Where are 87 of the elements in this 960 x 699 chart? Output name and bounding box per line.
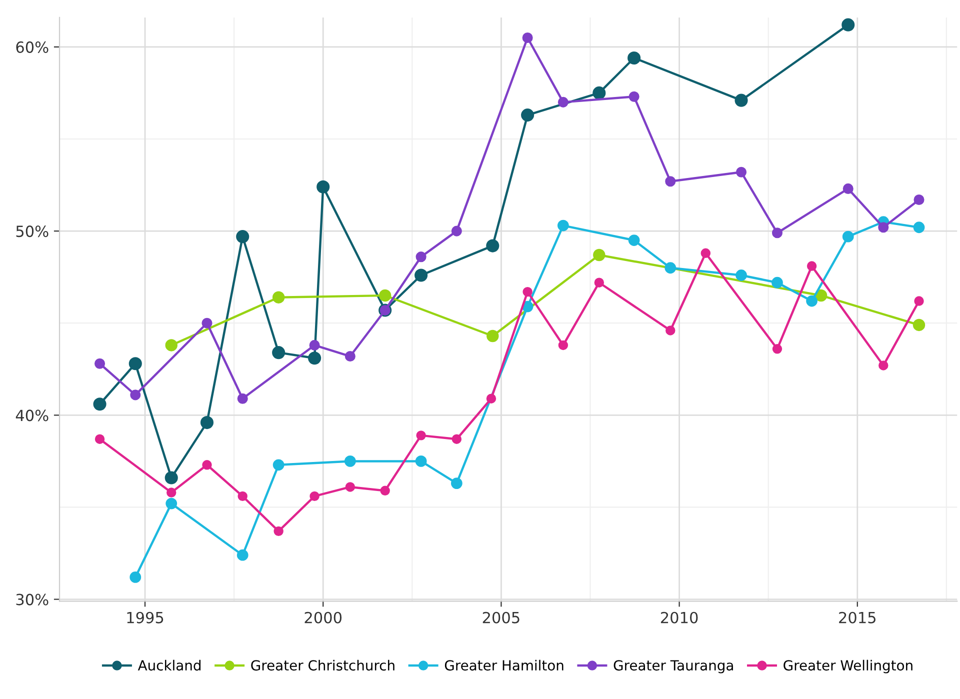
y-tick-label: 40%	[16, 410, 48, 422]
point	[130, 390, 141, 400]
point	[878, 222, 889, 233]
point	[593, 248, 606, 262]
point	[486, 394, 496, 404]
point	[842, 230, 854, 242]
point	[93, 398, 106, 411]
point	[451, 226, 462, 236]
point	[734, 94, 748, 107]
point	[272, 459, 284, 471]
point	[308, 352, 322, 365]
point	[416, 252, 426, 262]
point	[272, 346, 286, 360]
point	[128, 357, 142, 370]
point	[486, 330, 499, 342]
point	[558, 96, 568, 108]
point	[200, 416, 214, 430]
point	[842, 18, 855, 32]
point	[666, 326, 676, 336]
x-tick-label: 1995	[127, 612, 164, 624]
point	[450, 478, 462, 489]
legend-label: Greater Hamilton	[444, 660, 564, 671]
point	[380, 486, 390, 496]
point	[165, 339, 178, 352]
point	[414, 268, 428, 282]
point	[914, 194, 924, 206]
point	[842, 183, 854, 194]
point	[522, 286, 532, 297]
point	[94, 358, 106, 369]
point	[166, 498, 178, 510]
x-tick-label: 2005	[482, 612, 520, 624]
point	[378, 289, 392, 302]
point	[486, 239, 500, 252]
point	[772, 344, 782, 354]
point	[344, 350, 356, 362]
y-tick-label: 30%	[16, 594, 48, 606]
point	[166, 488, 176, 498]
point	[452, 434, 462, 444]
point	[345, 482, 356, 492]
point	[736, 270, 747, 281]
point	[202, 318, 212, 328]
point	[94, 434, 105, 444]
x-tick-label: 2015	[839, 612, 876, 624]
point	[202, 460, 212, 470]
point	[772, 276, 783, 288]
point	[592, 86, 606, 100]
point	[557, 220, 569, 232]
point	[236, 230, 250, 244]
x-tick-label: 2000	[304, 612, 342, 624]
point	[664, 262, 676, 274]
point	[236, 549, 248, 561]
point	[913, 222, 925, 234]
point	[806, 261, 817, 271]
legend-label: Auckland	[138, 660, 201, 671]
legend-label: Greater Tauranga	[614, 660, 733, 674]
point	[772, 228, 783, 238]
y-tick-label: 50%	[16, 226, 48, 238]
point	[665, 176, 676, 187]
point	[272, 291, 285, 304]
point	[316, 180, 330, 194]
point	[344, 456, 356, 467]
point	[914, 296, 924, 306]
point	[522, 32, 533, 44]
point	[806, 295, 818, 307]
x-tick-label: 2010	[660, 612, 698, 624]
point	[878, 360, 888, 370]
point	[309, 340, 320, 350]
point	[912, 318, 926, 332]
point	[237, 393, 248, 404]
legend-label: Greater Wellington	[784, 660, 912, 674]
point	[628, 91, 640, 102]
point	[700, 248, 711, 258]
point	[628, 51, 641, 65]
point	[594, 278, 604, 288]
point	[416, 430, 426, 440]
legend-label: Greater Christchurch	[251, 660, 394, 671]
point	[558, 340, 568, 350]
point	[736, 166, 747, 178]
point	[130, 572, 142, 583]
point	[521, 108, 534, 122]
point	[164, 471, 178, 484]
point	[628, 234, 640, 246]
point	[274, 526, 284, 536]
point	[238, 491, 248, 502]
y-tick-label: 60%	[16, 41, 48, 53]
point	[310, 491, 320, 502]
point	[415, 456, 427, 467]
